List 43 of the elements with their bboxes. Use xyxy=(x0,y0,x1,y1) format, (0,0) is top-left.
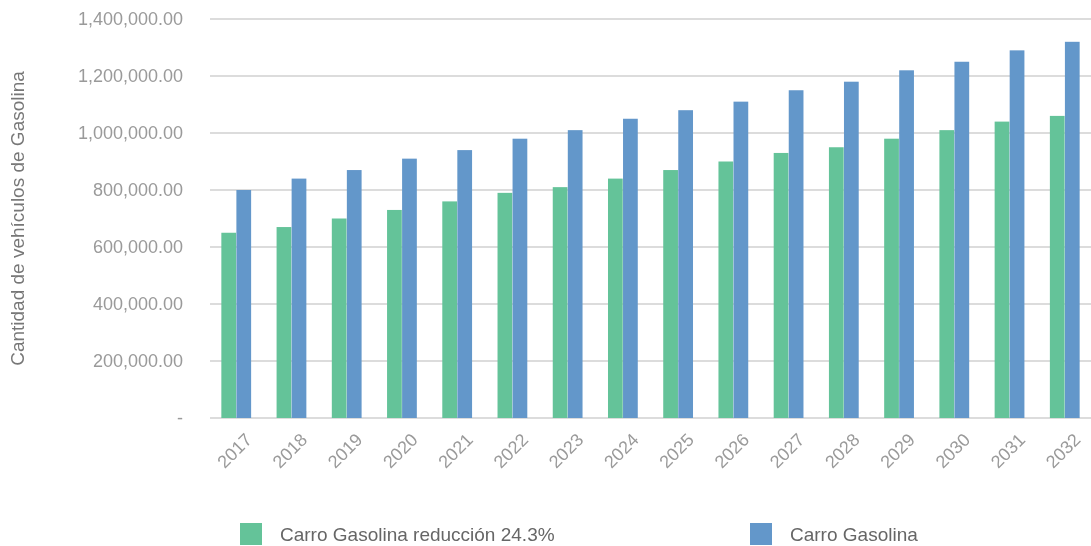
bar xyxy=(552,187,568,418)
bar xyxy=(331,218,347,418)
bar xyxy=(843,81,859,418)
y-tick-label: 200,000.00 xyxy=(92,351,183,372)
bar xyxy=(567,130,583,418)
bar xyxy=(954,61,970,418)
bar xyxy=(291,178,307,418)
bar xyxy=(623,118,638,418)
bar xyxy=(828,147,844,418)
bar xyxy=(497,192,513,418)
bar xyxy=(899,70,914,418)
bar xyxy=(402,158,417,418)
legend-label: Carro Gasolina xyxy=(790,523,919,545)
bar xyxy=(733,101,749,418)
bar xyxy=(442,201,458,418)
bar xyxy=(236,190,252,418)
y-axis-title: Cantidad de vehículos de Gasolina xyxy=(7,70,28,366)
y-tick-label: 1,200,000.00 xyxy=(77,66,183,87)
bar xyxy=(276,227,292,418)
bar xyxy=(939,130,955,418)
bar xyxy=(663,170,678,418)
bar xyxy=(387,209,402,418)
y-tick-label: - xyxy=(177,408,183,429)
bar xyxy=(994,121,1010,418)
y-tick-label: 1,400,000.00 xyxy=(77,9,183,30)
bar xyxy=(1064,41,1080,418)
bar xyxy=(346,170,362,418)
bar xyxy=(773,152,789,418)
y-tick-label: 600,000.00 xyxy=(92,237,183,258)
bar xyxy=(512,138,528,418)
bar xyxy=(884,138,899,418)
bar xyxy=(788,90,804,418)
bar xyxy=(1009,50,1025,418)
bar xyxy=(678,110,694,418)
bar xyxy=(1049,115,1065,418)
legend-label: Carro Gasolina reducción 24.3% xyxy=(280,523,555,545)
bar xyxy=(607,178,623,418)
y-tick-label: 400,000.00 xyxy=(92,294,183,315)
y-tick-label: 800,000.00 xyxy=(92,180,183,201)
bar xyxy=(457,150,473,418)
bar xyxy=(221,232,237,418)
y-tick-label: 1,000,000.00 xyxy=(77,123,183,144)
bar xyxy=(718,161,734,418)
